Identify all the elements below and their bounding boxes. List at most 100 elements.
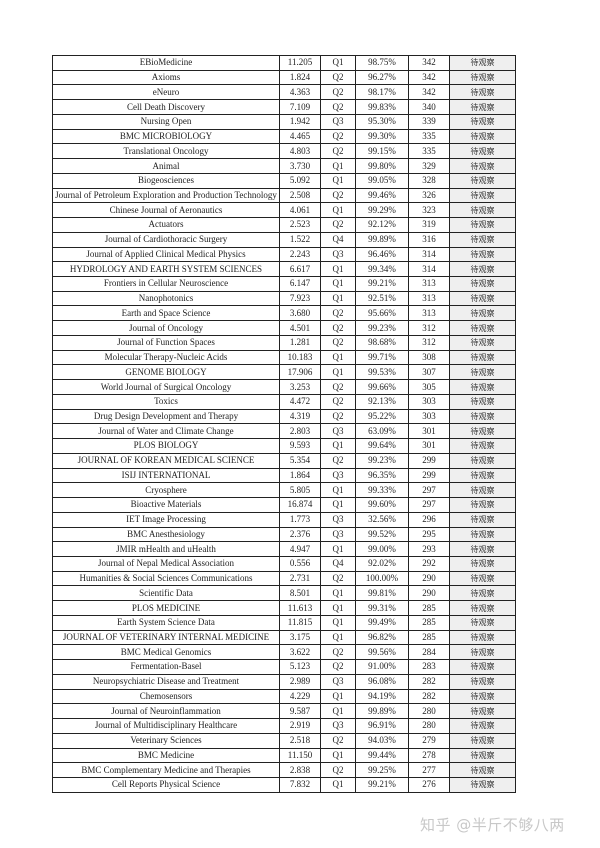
count-cell: 279: [408, 732, 450, 749]
impact-factor-cell: 2.376: [279, 526, 321, 543]
count-cell: 301: [408, 438, 450, 454]
impact-factor-cell: 4.472: [279, 393, 321, 410]
count-cell: 303: [408, 393, 450, 410]
journal-name-cell: Cell Death Discovery: [52, 99, 280, 115]
table-body: EBioMedicine 11.205 Q1 98.75% 342 待观察 Axioms 1.…: [52, 55, 516, 793]
impact-factor-cell: 7.923: [279, 290, 321, 307]
status-cell: 待观察: [449, 69, 516, 86]
quartile-cell: Q2: [320, 84, 356, 101]
percentage-cell: 100.00%: [355, 570, 409, 587]
table-row: Cell Reports Physical Science 7.832 Q1 99.2…: [52, 776, 516, 793]
status-cell: 待观察: [449, 99, 516, 115]
quartile-cell: Q3: [320, 113, 356, 130]
percentage-cell: 98.17%: [355, 84, 409, 101]
table-row: Scientific Data 8.501 Q1 99.81% 290 待观察: [52, 585, 516, 602]
count-cell: 290: [408, 585, 450, 602]
journal-name-cell: eNeuro: [52, 84, 280, 101]
percentage-cell: 96.27%: [355, 69, 409, 86]
percentage-cell: 96.91%: [355, 718, 409, 734]
quartile-cell: Q2: [320, 99, 356, 115]
percentage-cell: 99.53%: [355, 364, 409, 381]
percentage-cell: 99.25%: [355, 762, 409, 778]
table-row: Nursing Open 1.942 Q3 95.30% 339 待观察: [52, 113, 516, 130]
count-cell: 308: [408, 349, 450, 366]
journal-name-cell: EBioMedicine: [52, 55, 280, 71]
status-cell: 待观察: [449, 55, 516, 71]
table-row: Veterinary Sciences 2.518 Q2 94.03% 279 待观察: [52, 732, 516, 749]
status-cell: 待观察: [449, 747, 516, 764]
quartile-cell: Q2: [320, 334, 356, 351]
count-cell: 303: [408, 408, 450, 425]
quartile-cell: Q2: [320, 732, 356, 749]
count-cell: 299: [408, 467, 450, 484]
quartile-cell: Q1: [320, 614, 356, 631]
impact-factor-cell: 2.919: [279, 718, 321, 734]
table-row: World Journal of Surgical Oncology 3.253 Q…: [52, 379, 516, 395]
count-cell: 339: [408, 113, 450, 130]
status-cell: 待观察: [449, 172, 516, 189]
journal-name-cell: HYDROLOGY AND EARTH SYSTEM SCIENCES: [52, 261, 280, 278]
percentage-cell: 99.46%: [355, 187, 409, 204]
quartile-cell: Q1: [320, 703, 356, 720]
table-row: BMC Complementary Medicine and Therapies…: [52, 762, 516, 778]
count-cell: 280: [408, 718, 450, 734]
status-cell: 待观察: [449, 349, 516, 366]
percentage-cell: 99.89%: [355, 703, 409, 720]
quartile-cell: Q1: [320, 55, 356, 71]
impact-factor-cell: 4.501: [279, 320, 321, 336]
table-row: Earth System Science Data 11.815 Q1 99.49% 2…: [52, 614, 516, 631]
count-cell: 297: [408, 497, 450, 513]
quartile-cell: Q2: [320, 69, 356, 86]
journal-name-cell: BMC Medicine: [52, 747, 280, 764]
quartile-cell: Q2: [320, 379, 356, 395]
impact-factor-cell: 2.731: [279, 570, 321, 587]
status-cell: 待观察: [449, 585, 516, 602]
quartile-cell: Q1: [320, 600, 356, 616]
count-cell: 313: [408, 276, 450, 292]
table-row: JOURNAL OF KOREAN MEDICAL SCIENCE 5.354 Q2…: [52, 452, 516, 469]
impact-factor-cell: 4.803: [279, 143, 321, 160]
journal-name-cell: Journal of Nepal Medical Association: [52, 555, 280, 572]
count-cell: 297: [408, 482, 450, 499]
count-cell: 278: [408, 747, 450, 764]
quartile-cell: Q3: [320, 246, 356, 263]
impact-factor-cell: 3.622: [279, 644, 321, 661]
journal-name-cell: IET Image Processing: [52, 511, 280, 528]
percentage-cell: 99.33%: [355, 482, 409, 499]
status-cell: 待观察: [449, 364, 516, 381]
journal-name-cell: World Journal of Surgical Oncology: [52, 379, 280, 395]
journal-name-cell: BMC MICROBIOLOGY: [52, 128, 280, 145]
count-cell: 280: [408, 703, 450, 720]
journal-name-cell: Scientific Data: [52, 585, 280, 602]
quartile-cell: Q1: [320, 688, 356, 705]
quartile-cell: Q2: [320, 187, 356, 204]
count-cell: 314: [408, 261, 450, 278]
journal-name-cell: JMIR mHealth and uHealth: [52, 541, 280, 557]
percentage-cell: 92.13%: [355, 393, 409, 410]
impact-factor-cell: 7.832: [279, 776, 321, 793]
table-row: Axioms 1.824 Q2 96.27% 342 待观察: [52, 69, 516, 86]
count-cell: 307: [408, 364, 450, 381]
journal-name-cell: Journal of Water and Climate Change: [52, 423, 280, 440]
percentage-cell: 32.56%: [355, 511, 409, 528]
quartile-cell: Q2: [320, 217, 356, 233]
percentage-cell: 99.00%: [355, 541, 409, 557]
status-cell: 待观察: [449, 408, 516, 425]
percentage-cell: 99.05%: [355, 172, 409, 189]
percentage-cell: 92.51%: [355, 290, 409, 307]
impact-factor-cell: 6.147: [279, 276, 321, 292]
impact-factor-cell: 1.281: [279, 334, 321, 351]
journal-name-cell: Journal of Function Spaces: [52, 334, 280, 351]
status-cell: 待观察: [449, 555, 516, 572]
quartile-cell: Q2: [320, 659, 356, 675]
percentage-cell: 99.49%: [355, 614, 409, 631]
count-cell: 340: [408, 99, 450, 115]
count-cell: 328: [408, 172, 450, 189]
status-cell: 待观察: [449, 526, 516, 543]
impact-factor-cell: 1.522: [279, 231, 321, 248]
impact-factor-cell: 4.947: [279, 541, 321, 557]
impact-factor-cell: 1.824: [279, 69, 321, 86]
quartile-cell: Q2: [320, 408, 356, 425]
count-cell: 312: [408, 334, 450, 351]
count-cell: 285: [408, 629, 450, 646]
